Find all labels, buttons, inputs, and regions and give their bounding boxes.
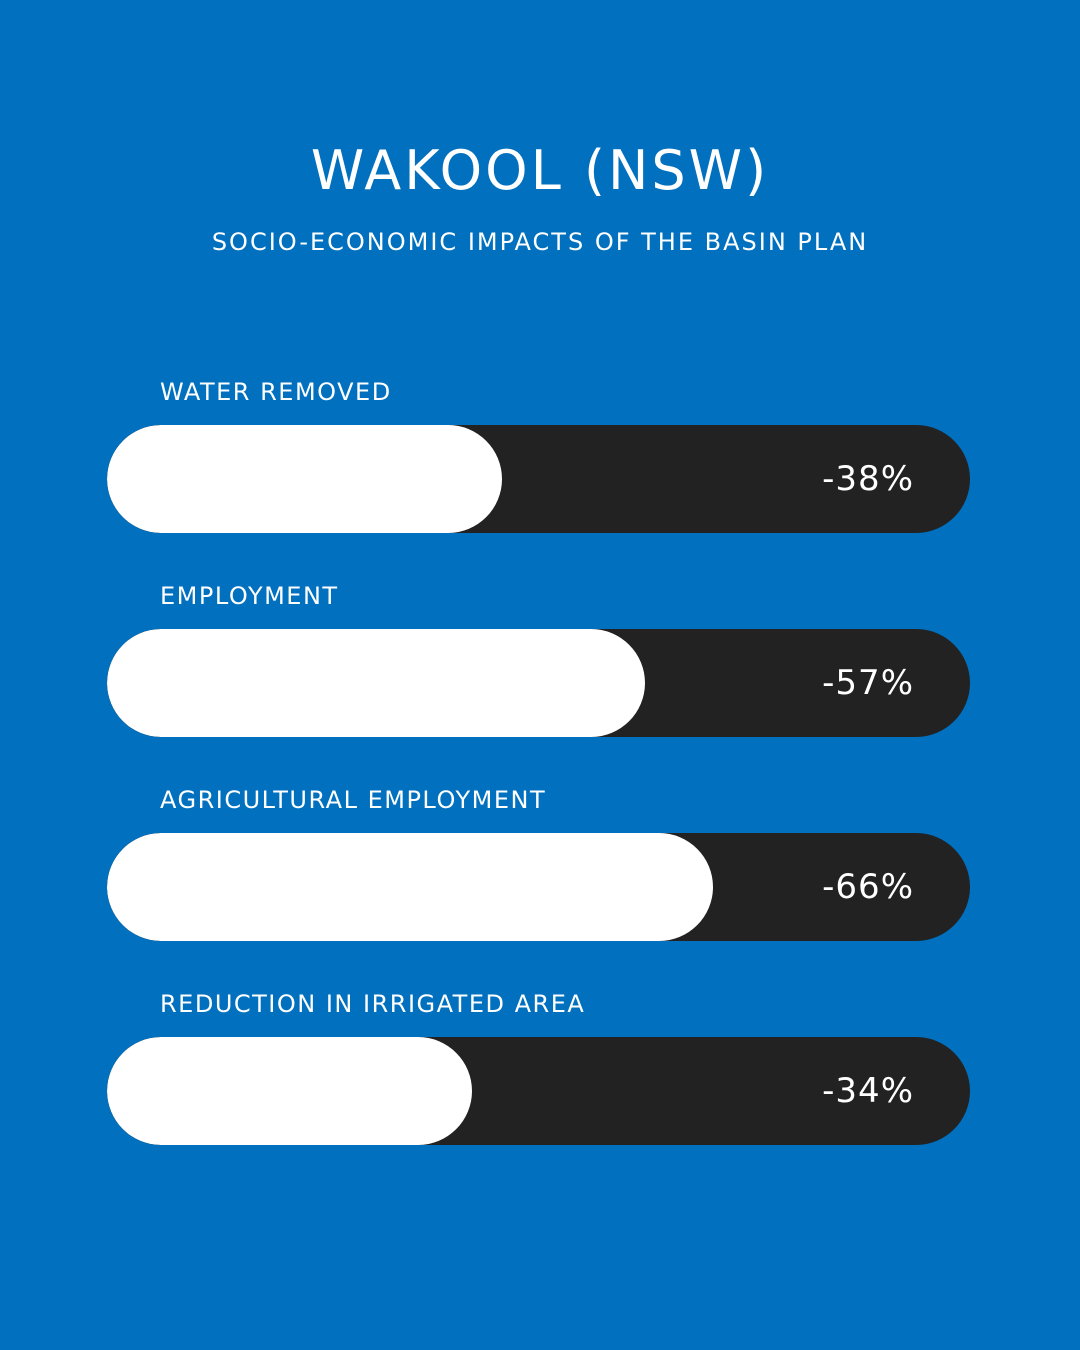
bar-value-label: -34% <box>822 1071 914 1111</box>
bar-fill <box>107 629 646 737</box>
bar-fill <box>107 833 714 941</box>
bar-track: -34% <box>107 1037 970 1145</box>
metric-label: REDUCTION IN IRRIGATED AREA <box>160 990 586 1018</box>
metric-label: EMPLOYMENT <box>160 582 339 610</box>
bar-track: -38% <box>107 425 970 533</box>
bar-value-label: -66% <box>822 867 914 907</box>
page-subtitle: SOCIO-ECONOMIC IMPACTS OF THE BASIN PLAN <box>211 228 869 256</box>
metric-label: WATER REMOVED <box>160 378 392 406</box>
bar-track: -66% <box>107 833 970 941</box>
bar-fill <box>107 425 502 533</box>
bar-value-label: -38% <box>822 459 914 499</box>
bar-track: -57% <box>107 629 970 737</box>
page-title: WAKOOL (NSW) <box>310 139 770 202</box>
bar-fill <box>107 1037 472 1145</box>
metric-label: AGRICULTURAL EMPLOYMENT <box>160 786 547 814</box>
bar-value-label: -57% <box>822 663 914 703</box>
